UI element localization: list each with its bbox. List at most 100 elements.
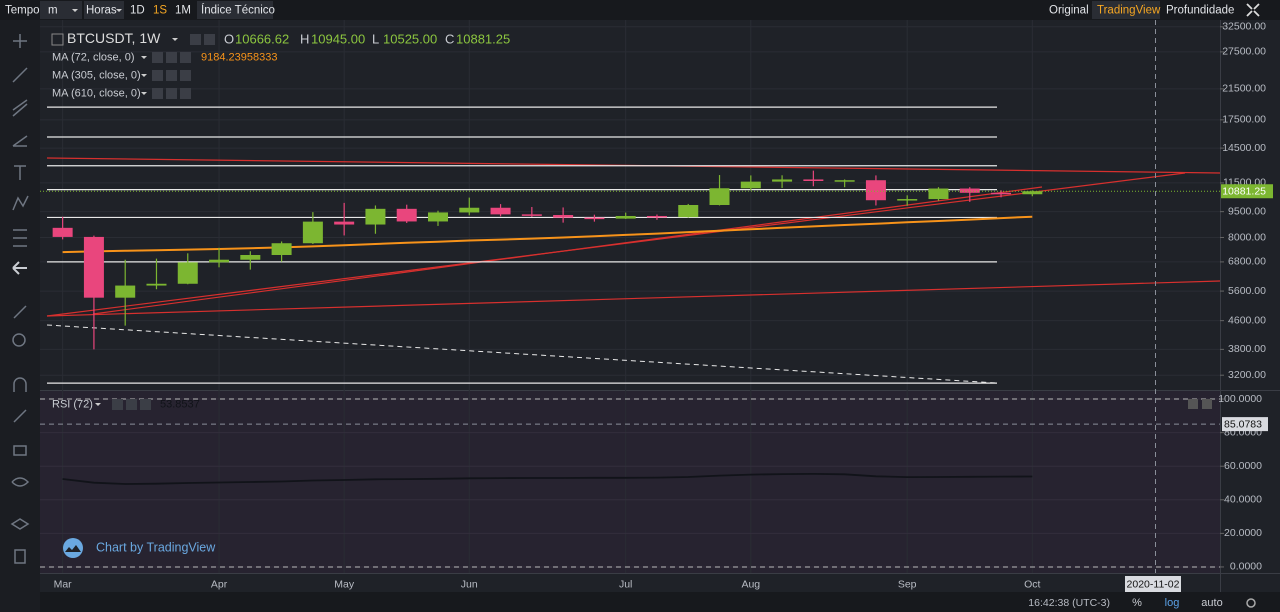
svg-text:Chart by TradingView: Chart by TradingView — [96, 540, 216, 554]
crosshair-date-box — [1125, 576, 1181, 592]
candle-body — [115, 285, 136, 298]
fullscreen-icon[interactable] — [1246, 3, 1260, 17]
price-pane — [40, 20, 1220, 390]
view-tab[interactable]: Original — [1049, 5, 1089, 17]
y-tick-label: 20.0000 — [1224, 527, 1262, 539]
toolbar-item: Tempo — [5, 5, 40, 17]
ohlc-name: O — [224, 31, 234, 46]
candle-body — [177, 262, 198, 284]
toolbar: Tempo m Horas 1D 1S 1M Índice Técnico Original T… — [5, 1, 1234, 19]
legend-button[interactable] — [112, 399, 123, 410]
legend-button[interactable] — [152, 52, 163, 63]
view-tab[interactable]: TradingView — [1097, 5, 1161, 17]
toolbar-item[interactable]: Índice Técnico — [201, 4, 275, 17]
crosshair-value-box — [1222, 417, 1268, 432]
candle-body — [83, 236, 104, 298]
caret — [72, 9, 122, 12]
view-tab[interactable]: Profundidade — [1166, 5, 1234, 17]
y-tick-label: 3200.00 — [1228, 369, 1266, 381]
y-tick-label: 32500.00 — [1222, 21, 1266, 33]
scale-button[interactable]: auto — [1201, 597, 1222, 609]
legend-button[interactable] — [166, 70, 177, 81]
candle-body — [396, 208, 417, 222]
legend-button[interactable] — [166, 88, 177, 99]
crosshair-value: 85.0783 — [1224, 418, 1262, 430]
candle-body — [209, 259, 230, 263]
caret — [141, 92, 147, 95]
toolbar-item[interactable]: 1D — [130, 5, 145, 17]
left-toolbar — [0, 20, 40, 612]
y-tick-label: 5600.00 — [1228, 285, 1266, 297]
scale-button[interactable]: log — [1165, 597, 1180, 609]
legend-button[interactable] — [126, 399, 137, 410]
candle-body — [772, 179, 793, 182]
x-tick-label: Jun — [461, 578, 478, 590]
candle-body — [834, 180, 855, 182]
y-tick-label: 100.0000 — [1218, 393, 1262, 405]
ma-legend: MA (305, close, 0) — [52, 69, 141, 81]
candle-body — [334, 221, 355, 225]
legend-button[interactable] — [180, 70, 191, 81]
legend-button[interactable] — [180, 52, 191, 63]
candle-body — [584, 217, 605, 220]
y-tick-label: 14500.00 — [1222, 142, 1266, 154]
legend-button[interactable] — [180, 88, 191, 99]
dropdown[interactable] — [40, 1, 82, 19]
symbol: BTCUSDT, 1W — [67, 30, 161, 46]
candle-body — [865, 180, 886, 201]
candle-body — [928, 188, 949, 200]
x-tick-label: Oct — [1024, 578, 1040, 590]
candle-body — [803, 179, 824, 181]
y-tick-label: 4600.00 — [1228, 314, 1266, 326]
caret — [95, 403, 101, 406]
candle-body — [240, 254, 261, 260]
candle-body — [897, 199, 918, 201]
clock: 16:42:38 (UTC-3) — [1028, 597, 1110, 609]
scale-button[interactable]: % — [1132, 597, 1142, 609]
legend-button[interactable] — [166, 52, 177, 63]
rsi-legend: RSI (72) — [52, 398, 93, 410]
candle-body — [678, 204, 699, 218]
candle-body — [52, 227, 73, 237]
candle-body — [302, 221, 323, 244]
y-tick-label: 27500.00 — [1222, 46, 1266, 58]
y-tick-label: 21500.00 — [1222, 83, 1266, 95]
toolbar-item[interactable]: 1S — [153, 5, 167, 17]
x-tick-label: Jul — [619, 578, 632, 590]
candle-body — [146, 283, 167, 286]
candle-body — [646, 215, 667, 218]
ohlc-value: 10945.00 — [311, 31, 365, 46]
ma-legend: MA (72, close, 0) — [52, 51, 135, 63]
rsi-value: 53.8537 — [160, 398, 200, 410]
ohlc-name: H — [300, 31, 309, 46]
y-tick-label: 0.0000 — [1230, 561, 1262, 573]
toolbar-item[interactable]: Horas — [86, 5, 117, 17]
settings-icon[interactable] — [1246, 598, 1256, 608]
dropdown[interactable] — [84, 1, 124, 19]
candle-body — [365, 208, 386, 225]
y-tick-label: 9500.00 — [1228, 205, 1266, 217]
last-price-label: 10881.25 — [1222, 186, 1266, 198]
pane-button[interactable] — [1202, 399, 1212, 409]
legend-button[interactable] — [152, 88, 163, 99]
candle-body — [709, 188, 730, 205]
y-tick-label: 8000.00 — [1228, 231, 1266, 243]
toolbar-item[interactable]: 1M — [175, 5, 191, 17]
pane-button[interactable] — [1188, 399, 1198, 409]
watermark: Chart by TradingView — [63, 538, 216, 558]
y-tick-label: 60.0000 — [1224, 460, 1262, 472]
legend-button[interactable] — [204, 34, 215, 45]
y-tick-label: 6800.00 — [1228, 256, 1266, 268]
x-tick-label: Aug — [741, 578, 760, 590]
toolbar-item[interactable]: m — [48, 5, 58, 17]
legend-button[interactable] — [140, 399, 151, 410]
plot — [40, 106, 1220, 485]
button[interactable] — [197, 1, 273, 19]
last-price-box — [1221, 184, 1273, 199]
x-tick-label: May — [334, 578, 355, 590]
legend-button[interactable] — [152, 70, 163, 81]
legend-button[interactable] — [190, 34, 201, 45]
candle-body — [271, 243, 292, 255]
